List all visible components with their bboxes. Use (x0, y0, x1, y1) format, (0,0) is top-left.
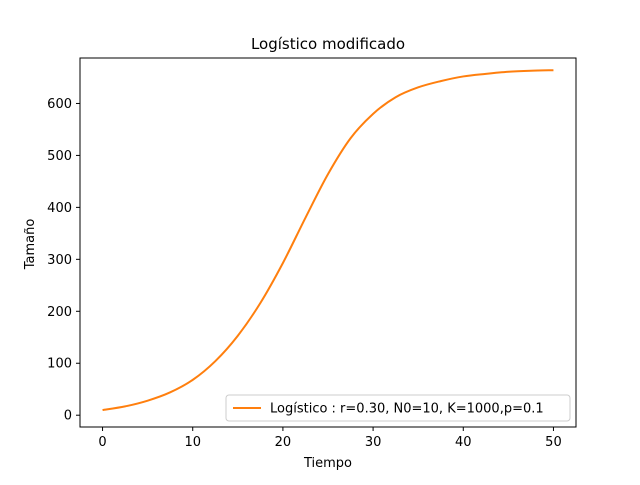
chart-title: Logístico modificado (251, 35, 405, 53)
y-tick-label: 200 (47, 305, 72, 320)
legend-box (225, 394, 571, 422)
y-tick-label: 0 (64, 409, 72, 424)
x-tick-label: 20 (275, 435, 292, 450)
axes-frame (79, 57, 577, 428)
x-tick-label: 50 (545, 435, 562, 450)
x-axis-label: Tiempo (303, 456, 352, 471)
y-tick-label: 300 (47, 253, 72, 268)
x-tick-label: 30 (365, 435, 382, 450)
y-tick-label: 500 (47, 149, 72, 164)
series-line (102, 69, 554, 411)
x-tick-label: 40 (455, 435, 472, 450)
x-tick-label: 0 (98, 435, 106, 450)
y-tick-label: 100 (47, 357, 72, 372)
legend: Logístico : r=0.30, N0=10, K=1000,p=0.1 (225, 394, 571, 422)
y-axis-label: Tamaño (23, 219, 38, 271)
legend-label: Logístico : r=0.30, N0=10, K=1000,p=0.1 (270, 402, 544, 417)
x-tick-label: 10 (184, 435, 201, 450)
y-tick-label: 400 (47, 201, 72, 216)
y-tick-label: 600 (47, 97, 72, 112)
